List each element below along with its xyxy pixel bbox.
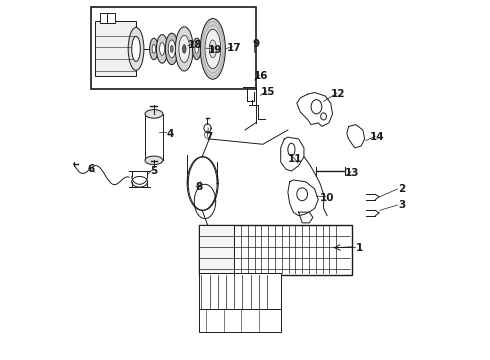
Text: 2: 2 [398, 184, 406, 194]
Text: 5: 5 [150, 166, 157, 176]
Text: 8: 8 [195, 182, 202, 192]
Ellipse shape [179, 35, 190, 63]
Ellipse shape [193, 38, 201, 60]
Bar [107, 13, 115, 23]
Text: 16: 16 [254, 71, 269, 81]
Text: 9: 9 [252, 39, 259, 49]
Bar [100, 13, 108, 23]
Text: 19: 19 [207, 45, 222, 55]
Text: 14: 14 [370, 132, 385, 142]
Ellipse shape [171, 45, 173, 53]
Text: 15: 15 [261, 87, 275, 98]
Text: 17: 17 [227, 43, 242, 53]
Bar [198, 225, 234, 275]
Bar [198, 225, 352, 275]
Text: 11: 11 [288, 154, 302, 163]
Text: 10: 10 [320, 193, 334, 203]
Ellipse shape [212, 46, 214, 52]
Ellipse shape [128, 27, 144, 70]
Bar [95, 21, 136, 76]
Ellipse shape [182, 45, 186, 53]
Ellipse shape [165, 33, 178, 64]
Ellipse shape [149, 38, 158, 60]
Ellipse shape [195, 45, 198, 53]
Ellipse shape [132, 36, 140, 62]
Ellipse shape [200, 18, 225, 79]
Ellipse shape [175, 27, 193, 71]
Ellipse shape [145, 110, 163, 118]
Text: 1: 1 [356, 243, 363, 253]
Bar [92, 7, 256, 89]
Ellipse shape [168, 40, 175, 58]
Text: 3: 3 [398, 200, 406, 210]
Text: 13: 13 [345, 168, 360, 178]
Bar [198, 273, 281, 310]
Ellipse shape [209, 40, 217, 58]
Text: 4: 4 [166, 129, 173, 139]
Ellipse shape [160, 42, 165, 55]
Bar [198, 309, 281, 332]
Text: 7: 7 [206, 132, 213, 142]
Text: 18: 18 [188, 40, 202, 50]
Ellipse shape [156, 35, 168, 63]
Text: 6: 6 [87, 164, 94, 174]
Text: 12: 12 [331, 89, 345, 99]
Ellipse shape [145, 156, 163, 165]
Ellipse shape [205, 29, 220, 68]
Ellipse shape [152, 45, 156, 53]
